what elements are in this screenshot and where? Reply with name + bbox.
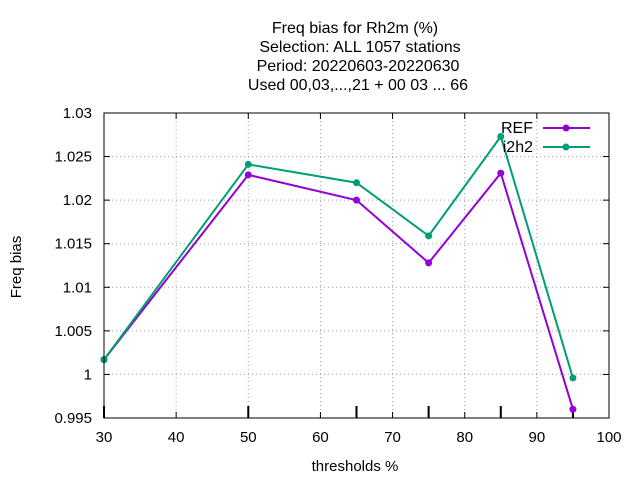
data-point-i2h2 — [497, 133, 505, 141]
y-tick-label: 1.02 — [63, 192, 92, 209]
x-tick-label: 70 — [384, 429, 401, 446]
x-axis-label: thresholds % — [312, 458, 399, 475]
title-line-3: Period: 20220603-20220630 — [257, 58, 460, 75]
title-line-4: Used 00,03,...,21 + 00 03 ... 66 — [248, 77, 468, 94]
legend-label-i2h2: i2h2 — [503, 139, 533, 156]
series-i2h2 — [100, 133, 577, 382]
y-tick-label: 1 — [84, 366, 92, 383]
tick-labels: 30 40 50 60 70 80 90 100 0.995 1 1.005 1.01 1.015 1.0… — [54, 105, 621, 446]
y-axis-label: Freq bias — [8, 236, 25, 299]
data-point-ref — [569, 405, 577, 413]
x-tick-label: 50 — [240, 429, 257, 446]
data-point-i2h2 — [244, 160, 252, 168]
x-tick-label: 40 — [168, 429, 185, 446]
data-point-i2h2 — [425, 232, 433, 240]
series-ref — [100, 169, 577, 413]
legend-marker-i2h2 — [562, 143, 570, 151]
data-point-ref — [244, 171, 252, 179]
legend-marker-ref — [562, 124, 570, 132]
plot-frame — [103, 112, 610, 419]
axis-ticks — [103, 112, 610, 419]
x-tick-label: 100 — [596, 429, 621, 446]
series-layer — [100, 133, 577, 413]
legend-label-ref: REF — [501, 120, 533, 137]
chart-title: Freq bias for Rh2m (%) Selection: ALL 10… — [248, 20, 468, 94]
x-tick-label: 30 — [96, 429, 113, 446]
series-line-i2h2 — [103, 134, 574, 379]
data-point-ref — [353, 196, 360, 204]
title-line-1: Freq bias for Rh2m (%) — [272, 20, 438, 37]
data-point-i2h2 — [569, 374, 577, 382]
series-line-ref — [103, 171, 574, 410]
y-tick-label: 0.995 — [54, 410, 92, 427]
data-point-ref — [425, 259, 433, 267]
legend: REF i2h2 — [501, 120, 590, 156]
grid-lines — [104, 113, 609, 418]
title-line-2: Selection: ALL 1057 stations — [259, 39, 460, 56]
y-tick-label: 1.015 — [54, 236, 92, 253]
y-tick-label: 1.03 — [63, 105, 92, 122]
x-tick-label: 90 — [529, 429, 546, 446]
y-tick-label: 1.005 — [54, 323, 92, 340]
y-tick-label: 1.01 — [63, 279, 92, 296]
data-point-i2h2 — [353, 179, 360, 187]
x-tick-label: 80 — [456, 429, 473, 446]
x-tick-label: 60 — [312, 429, 329, 446]
y-tick-label: 1.025 — [54, 149, 92, 166]
data-point-ref — [497, 169, 505, 177]
